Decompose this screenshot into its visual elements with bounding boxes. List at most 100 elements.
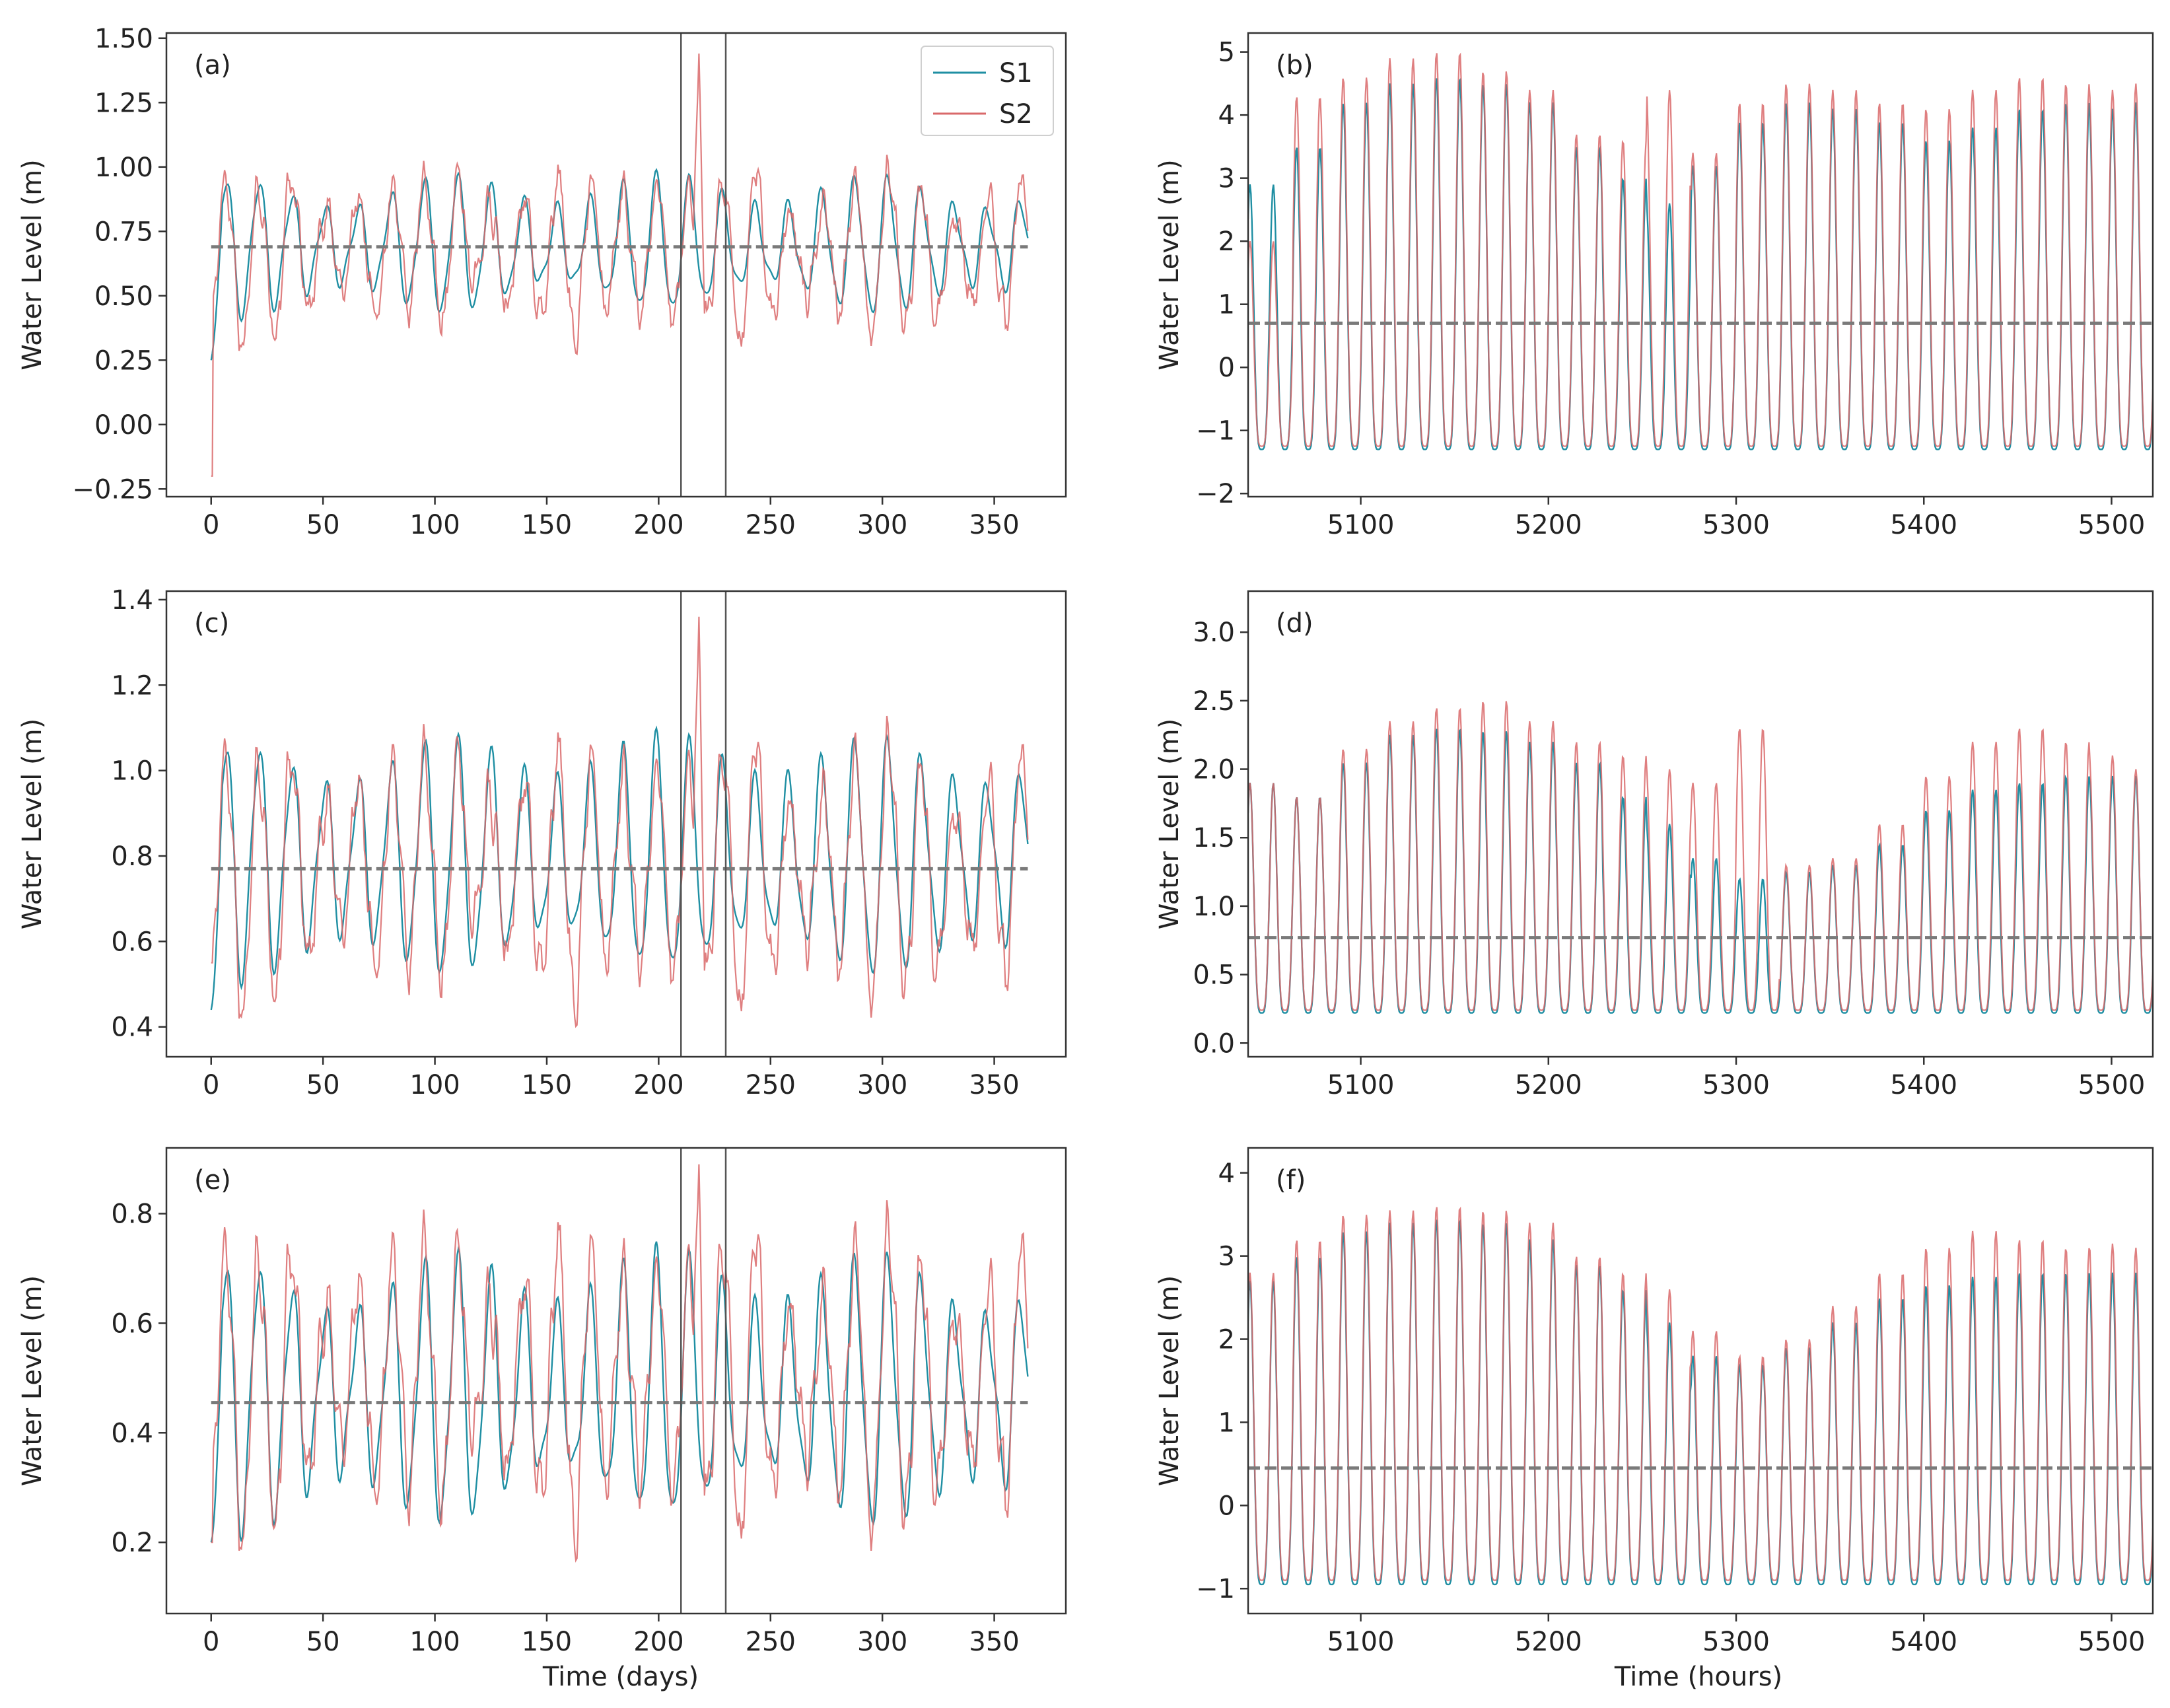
- y-tick-label-e-2: 0.6: [111, 1308, 153, 1339]
- x-tick-label-e-6: 300: [857, 1627, 907, 1657]
- x-tick-label-a-1: 50: [306, 510, 340, 540]
- y-tick-label-a-5: 1.00: [94, 153, 153, 183]
- x-tick-label-f-4: 5500: [2078, 1627, 2146, 1657]
- x-tick-label-b-0: 5100: [1327, 510, 1395, 540]
- y-tick-label-f-2: 1: [1218, 1407, 1235, 1438]
- y-axis-title-d: Water Level (m): [1154, 719, 1185, 929]
- x-tick-label-a-0: 0: [203, 510, 219, 540]
- x-tick-label-a-6: 300: [857, 510, 907, 540]
- y-tick-label-b-5: 3: [1218, 164, 1235, 194]
- x-tick-label-a-7: 350: [969, 510, 1019, 540]
- panel-label-e: (e): [194, 1165, 231, 1195]
- y-tick-label-b-1: −1: [1196, 416, 1235, 446]
- series-line-s2-f: [1248, 1207, 2153, 1581]
- y-tick-label-d-4: 2.0: [1193, 755, 1235, 785]
- y-tick-label-c-0: 0.4: [111, 1013, 153, 1043]
- x-axis-title-days: Time (days): [542, 1662, 699, 1692]
- x-tick-label-b-3: 5400: [1890, 510, 1957, 540]
- y-tick-label-a-3: 0.50: [94, 281, 153, 312]
- y-tick-label-e-3: 0.8: [111, 1199, 153, 1230]
- x-tick-label-b-1: 5200: [1515, 510, 1582, 540]
- x-tick-label-d-0: 5100: [1327, 1070, 1395, 1100]
- panel-label-b: (b): [1276, 50, 1313, 81]
- panel-label-f: (f): [1276, 1165, 1306, 1195]
- x-tick-label-e-3: 150: [522, 1627, 572, 1657]
- y-tick-label-c-2: 0.8: [111, 841, 153, 872]
- panel-a: 0 50 100 150 200 250 300 350 −0.25 0.00 0.25 0.50 0.…: [17, 24, 1067, 540]
- x-tick-label-d-3: 5400: [1890, 1070, 1957, 1100]
- y-tick-label-b-4: 2: [1218, 227, 1235, 257]
- x-tick-label-e-5: 250: [746, 1627, 796, 1657]
- x-tick-label-e-7: 350: [969, 1627, 1019, 1657]
- y-tick-label-d-5: 2.5: [1193, 686, 1235, 717]
- x-tick-label-f-3: 5400: [1890, 1627, 1957, 1657]
- y-tick-label-d-1: 0.5: [1193, 960, 1235, 991]
- panel-f: 5100 5200 5300 5400 5500 −1 0 1 2 3 4 Water Level (…: [1154, 1147, 2154, 1657]
- x-tick-label-c-2: 100: [409, 1070, 460, 1100]
- x-tick-label-a-2: 100: [409, 510, 460, 540]
- legend-box: [921, 46, 1054, 136]
- y-tick-label-d-6: 3.0: [1193, 618, 1235, 648]
- panel-c: 0 50 100 150 200 250 300 350 0.4 0.6 0.8 1.0 1.2 1.4 W…: [17, 585, 1067, 1100]
- series-line-s2-c: [211, 616, 1029, 1028]
- panel-label-c: (c): [194, 608, 229, 639]
- x-tick-label-c-4: 200: [633, 1070, 683, 1100]
- y-tick-label-a-6: 1.25: [94, 88, 153, 118]
- x-tick-label-b-2: 5300: [1702, 510, 1770, 540]
- y-tick-label-d-0: 0.0: [1193, 1028, 1235, 1059]
- panel-e: 0 50 100 150 200 250 300 350 0.2 0.4 0.6 0.8 Water L…: [17, 1147, 1067, 1657]
- y-tick-label-a-1: 0.00: [94, 410, 153, 441]
- panel-label-a: (a): [194, 50, 231, 81]
- y-tick-label-f-4: 3: [1218, 1242, 1235, 1272]
- y-tick-label-d-2: 1.0: [1193, 892, 1235, 922]
- x-tick-label-c-5: 250: [746, 1070, 796, 1100]
- legend-label-s1: S1: [999, 58, 1033, 89]
- series-line-s2-e: [211, 1164, 1029, 1563]
- x-tick-label-c-7: 350: [969, 1070, 1019, 1100]
- x-tick-label-c-1: 50: [306, 1070, 340, 1100]
- panel-label-d: (d): [1276, 608, 1313, 639]
- y-tick-label-a-0: −0.25: [72, 474, 153, 505]
- y-tick-label-e-1: 0.4: [111, 1418, 153, 1448]
- plot-frame-e: [165, 1147, 1067, 1615]
- y-tick-label-b-0: −2: [1196, 479, 1235, 509]
- y-tick-label-f-1: 0: [1218, 1491, 1235, 1521]
- x-tick-label-d-1: 5200: [1515, 1070, 1582, 1100]
- x-tick-label-e-0: 0: [203, 1627, 219, 1657]
- y-tick-label-c-5: 1.4: [111, 585, 153, 616]
- plot-frame-f: [1247, 1147, 2154, 1615]
- y-axis-title-f: Water Level (m): [1154, 1275, 1185, 1486]
- x-tick-label-a-4: 200: [633, 510, 683, 540]
- y-tick-label-f-3: 2: [1218, 1325, 1235, 1355]
- x-tick-label-e-1: 50: [306, 1627, 340, 1657]
- y-tick-label-c-4: 1.2: [111, 670, 153, 701]
- x-tick-label-a-3: 150: [522, 510, 572, 540]
- x-tick-label-e-2: 100: [409, 1627, 460, 1657]
- y-tick-label-f-0: −1: [1196, 1574, 1235, 1604]
- x-tick-label-f-2: 5300: [1702, 1627, 1770, 1657]
- plot-frame-c: [165, 590, 1067, 1058]
- y-axis-title-e: Water Level (m): [17, 1275, 48, 1486]
- plot-frame-b: [1247, 32, 2154, 498]
- x-tick-label-c-6: 300: [857, 1070, 907, 1100]
- y-tick-label-f-5: 4: [1218, 1158, 1235, 1189]
- x-tick-label-f-1: 5200: [1515, 1627, 1582, 1657]
- y-tick-label-c-3: 1.0: [111, 756, 153, 787]
- legend-label-s2: S2: [999, 99, 1033, 129]
- y-axis-title-c: Water Level (m): [17, 719, 48, 929]
- panels-group: 0 50 100 150 200 250 300 350−0.250.000.250.500.…: [17, 24, 2154, 1657]
- x-tick-label-a-5: 250: [746, 510, 796, 540]
- y-axis-title-a: Water Level (m): [17, 159, 48, 370]
- x-tick-label-c-0: 0: [203, 1070, 219, 1100]
- series-line-s2-d: [1248, 701, 2153, 1011]
- panel-b: 5100 5200 5300 5400 5500 −2 −1 0 1 2 3 4 5 Water Leve…: [1154, 32, 2154, 540]
- panel-d: 5100 5200 5300 5400 5500 0.0 0.5 1.0 1.5 2.0 2.5 3.…: [1154, 590, 2154, 1100]
- y-tick-label-c-1: 0.6: [111, 927, 153, 957]
- x-tick-label-b-4: 5500: [2078, 510, 2146, 540]
- y-tick-label-d-3: 1.5: [1193, 823, 1235, 853]
- x-tick-label-d-2: 5300: [1702, 1070, 1770, 1100]
- y-tick-label-a-4: 0.75: [94, 217, 153, 247]
- y-tick-label-a-2: 0.25: [94, 345, 153, 376]
